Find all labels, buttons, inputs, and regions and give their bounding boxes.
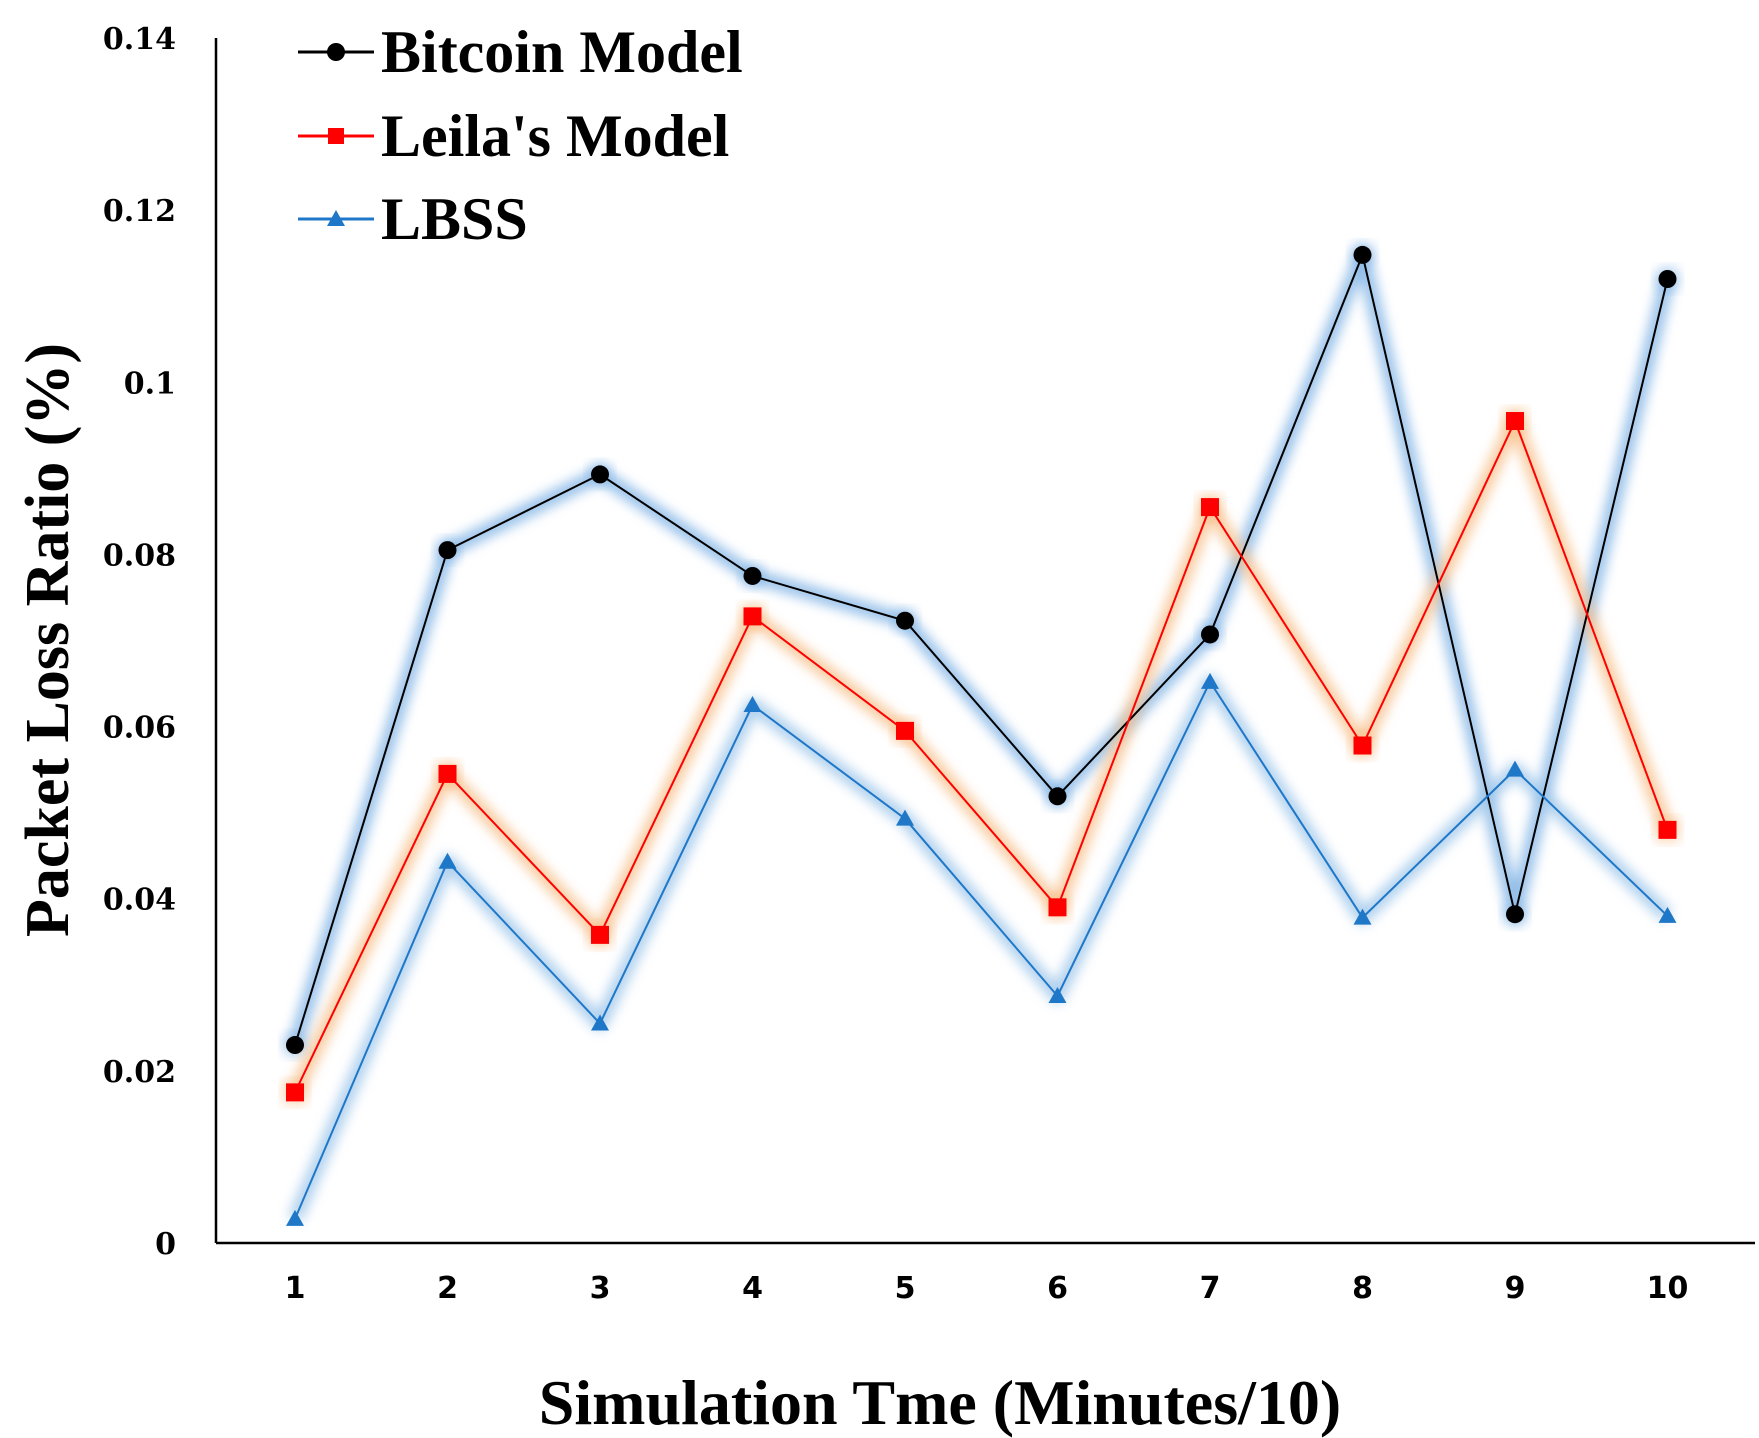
- series-markers: [286, 245, 1677, 1226]
- x-tick-label: 1: [285, 1271, 306, 1306]
- data-point-leila-s-model: [743, 607, 762, 626]
- legend-item-bitcoin-model: Bitcoin Model: [298, 19, 743, 85]
- data-point-lbss: [1658, 906, 1677, 923]
- data-point-leila-s-model: [1201, 498, 1219, 517]
- y-tick-label: 0.06: [103, 711, 176, 746]
- x-tick-label: 3: [590, 1271, 611, 1306]
- data-point-leila-s-model: [1048, 898, 1067, 917]
- x-tick-labels: 1 2 3 4 5 6 7 8 9 10: [285, 1271, 1689, 1306]
- x-tick-label: 9: [1505, 1271, 1526, 1306]
- data-point-lbss: [591, 1014, 609, 1031]
- data-point-bitcoin-model: [896, 611, 914, 630]
- series-line-leila-s-model: [294, 420, 1669, 1093]
- legend-label-leilas-model: Leila's Model: [381, 103, 729, 169]
- y-tick-label: 0.14: [103, 22, 176, 57]
- series-line-lbss: [294, 680, 1669, 1220]
- series-glow-lbss: [288, 674, 1673, 1222]
- legend: Bitcoin Model Leila's Model LBSS: [298, 19, 743, 252]
- legend-label-bitcoin-model: Bitcoin Model: [381, 19, 743, 85]
- data-point-bitcoin-model: [1201, 625, 1219, 644]
- series-lines: [294, 253, 1669, 1220]
- x-tick-label: 10: [1647, 1271, 1689, 1306]
- data-point-bitcoin-model: [1506, 905, 1524, 924]
- data-point-lbss: [1048, 986, 1067, 1003]
- data-point-bitcoin-model: [743, 566, 762, 585]
- data-point-leila-s-model: [1506, 412, 1524, 431]
- y-tick-label: 0.1: [124, 366, 176, 401]
- y-tick-label: 0.08: [103, 538, 176, 573]
- data-point-bitcoin-model: [438, 541, 457, 560]
- data-point-leila-s-model: [896, 721, 914, 740]
- legend-item-leilas-model: Leila's Model: [298, 103, 729, 169]
- legend-marker-bitcoin-model: [327, 43, 345, 61]
- data-point-leila-s-model: [286, 1083, 304, 1102]
- x-tick-label: 5: [895, 1271, 916, 1306]
- data-point-lbss: [896, 809, 914, 826]
- y-tick-label: 0.02: [103, 1055, 176, 1090]
- data-point-leila-s-model: [1658, 820, 1677, 839]
- data-point-bitcoin-model: [1353, 245, 1372, 264]
- legend-marker-leilas-model: [328, 128, 344, 144]
- y-tick-labels: 0 0.02 0.04 0.06 0.08 0.1 0.12 0.14: [103, 22, 176, 1262]
- data-point-lbss: [743, 696, 762, 713]
- data-point-lbss: [1353, 908, 1372, 925]
- data-point-lbss: [1506, 760, 1524, 777]
- y-axis-title: Packet Loss Ratio (%): [14, 343, 82, 937]
- x-tick-label: 8: [1352, 1271, 1373, 1306]
- data-point-bitcoin-model: [591, 465, 609, 484]
- data-point-lbss: [286, 1209, 304, 1226]
- legend-marker-lbss: [327, 210, 345, 226]
- data-point-leila-s-model: [591, 925, 609, 944]
- y-tick-label: 0.04: [103, 883, 176, 918]
- x-tick-label: 4: [742, 1271, 763, 1306]
- data-point-leila-s-model: [1353, 736, 1372, 755]
- data-point-bitcoin-model: [1658, 270, 1677, 288]
- x-tick-label: 7: [1200, 1271, 1221, 1306]
- x-tick-label: 2: [437, 1271, 458, 1306]
- data-point-lbss: [1201, 672, 1219, 689]
- x-axis-title: Simulation Tme (Minutes/10): [539, 1367, 1341, 1438]
- x-tick-label: 6: [1047, 1271, 1068, 1306]
- legend-item-lbss: LBSS: [298, 186, 528, 252]
- series-glow-layer: [283, 242, 1680, 1222]
- legend-label-lbss: LBSS: [381, 186, 528, 252]
- data-point-bitcoin-model: [1048, 787, 1067, 806]
- data-point-leila-s-model: [438, 764, 457, 783]
- y-tick-label: 0: [155, 1227, 176, 1262]
- data-point-bitcoin-model: [286, 1036, 304, 1055]
- data-point-lbss: [438, 852, 457, 869]
- y-tick-label: 0.12: [103, 194, 176, 229]
